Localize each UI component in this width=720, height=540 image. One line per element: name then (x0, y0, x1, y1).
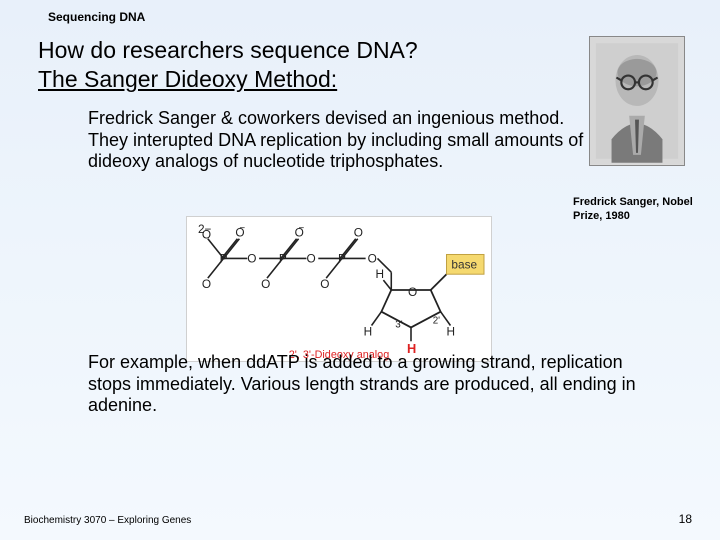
svg-text:O: O (368, 251, 377, 265)
svg-text:O: O (202, 277, 211, 291)
paragraph-2: For example, when ddATP is added to a gr… (88, 352, 648, 417)
portrait-caption: Fredrick Sanger, Nobel Prize, 1980 (573, 196, 708, 224)
svg-text:−: − (239, 223, 245, 234)
svg-text:O: O (261, 277, 270, 291)
svg-text:O: O (247, 251, 256, 265)
svg-text:−: − (299, 223, 305, 234)
svg-text:H: H (447, 324, 456, 338)
p2-prefix: For example, (88, 352, 198, 372)
chemical-structure-icon: 2− O P O (187, 217, 491, 361)
svg-text:H: H (364, 324, 373, 338)
svg-text:H: H (375, 267, 384, 281)
svg-text:P: P (338, 251, 346, 265)
svg-text:O: O (320, 277, 329, 291)
footer-text: Biochemistry 3070 – Exploring Genes (24, 515, 191, 526)
svg-text:O: O (354, 226, 363, 240)
slide-topic: Sequencing DNA (48, 10, 145, 24)
c3-prime: 3' (395, 319, 402, 330)
p2-obscured: when ddATP is added to a growing (198, 352, 476, 372)
heading-line-2: The Sanger Dideoxy Method: (38, 65, 418, 94)
dideoxy-analog-diagram: 2− O P O (186, 216, 492, 362)
base-box-label: base (451, 257, 477, 271)
heading-line-1: How do researchers sequence DNA? (38, 36, 418, 65)
svg-text:O: O (306, 251, 315, 265)
paragraph-1: Fredrick Sanger & coworkers devised an i… (88, 108, 598, 173)
svg-text:P: P (220, 251, 228, 265)
svg-text:P: P (279, 251, 287, 265)
main-heading: How do researchers sequence DNA? The San… (38, 36, 418, 94)
page-number: 18 (679, 512, 692, 526)
sanger-portrait (589, 36, 685, 166)
svg-text:O: O (202, 228, 211, 242)
ring-oxygen: O (408, 285, 417, 299)
portrait-placeholder-icon (590, 37, 684, 165)
c2-prime: 2' (433, 316, 440, 327)
